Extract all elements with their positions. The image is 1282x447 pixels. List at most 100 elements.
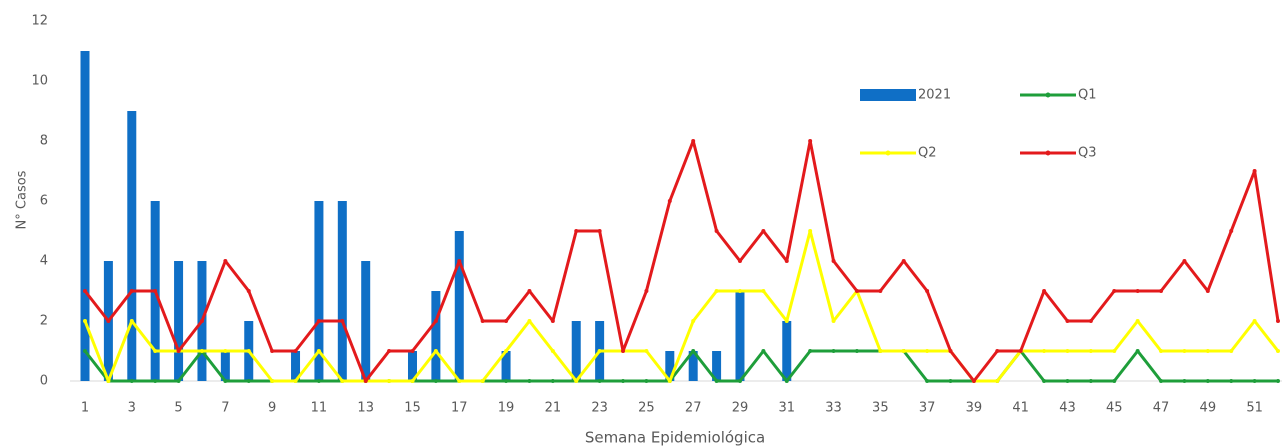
point bbox=[1159, 349, 1164, 353]
point bbox=[199, 349, 204, 353]
point bbox=[316, 319, 321, 323]
point bbox=[363, 379, 368, 383]
bar bbox=[337, 201, 347, 381]
legend-label: Q2 bbox=[918, 146, 937, 161]
point bbox=[176, 379, 181, 383]
point bbox=[550, 379, 555, 383]
point bbox=[1205, 289, 1210, 293]
point bbox=[1252, 169, 1257, 173]
point bbox=[1112, 379, 1117, 383]
point bbox=[691, 349, 696, 353]
point bbox=[971, 379, 976, 383]
x-tick-label: 25 bbox=[638, 401, 655, 416]
point bbox=[644, 379, 649, 383]
point bbox=[410, 349, 415, 353]
bar bbox=[291, 351, 301, 381]
legend-marker bbox=[1045, 92, 1051, 98]
point bbox=[761, 289, 766, 293]
x-tick-label: 1 bbox=[81, 401, 89, 416]
point bbox=[316, 349, 321, 353]
point bbox=[1088, 379, 1093, 383]
point bbox=[1276, 349, 1280, 353]
x-tick-label: 15 bbox=[404, 401, 421, 416]
point bbox=[1182, 259, 1187, 263]
point bbox=[270, 379, 275, 383]
point bbox=[387, 349, 392, 353]
point bbox=[340, 319, 345, 323]
point bbox=[878, 349, 883, 353]
point bbox=[901, 259, 906, 263]
point bbox=[878, 289, 883, 293]
legend-marker bbox=[1045, 150, 1051, 156]
point bbox=[293, 379, 298, 383]
point bbox=[176, 349, 181, 353]
x-tick-label: 45 bbox=[1106, 401, 1123, 416]
point bbox=[948, 349, 953, 353]
bar bbox=[782, 321, 792, 381]
y-tick-label: 0 bbox=[40, 374, 48, 389]
x-axis-label: Semana Epidemiológica bbox=[585, 429, 765, 447]
point bbox=[199, 319, 204, 323]
point bbox=[1182, 379, 1187, 383]
point bbox=[1135, 349, 1140, 353]
point bbox=[1112, 349, 1117, 353]
point bbox=[784, 319, 789, 323]
point bbox=[153, 379, 158, 383]
point bbox=[1135, 289, 1140, 293]
legend-label: 2021 bbox=[918, 88, 951, 103]
y-axis-label: N° Casos bbox=[15, 170, 30, 229]
x-tick-label: 13 bbox=[357, 401, 374, 416]
legend-marker bbox=[885, 150, 891, 156]
x-tick-label: 9 bbox=[268, 401, 276, 416]
x-tick-label: 17 bbox=[451, 401, 468, 416]
point bbox=[925, 379, 930, 383]
point bbox=[223, 259, 228, 263]
point bbox=[246, 379, 251, 383]
legend-label: Q1 bbox=[1078, 88, 1097, 103]
point bbox=[808, 139, 813, 143]
point bbox=[714, 289, 719, 293]
line bbox=[83, 349, 1278, 383]
point bbox=[153, 289, 158, 293]
point bbox=[153, 349, 158, 353]
point bbox=[106, 379, 111, 383]
point bbox=[808, 349, 813, 353]
point bbox=[1042, 289, 1047, 293]
point bbox=[1088, 349, 1093, 353]
point bbox=[246, 289, 251, 293]
bar bbox=[174, 261, 184, 381]
point bbox=[433, 349, 438, 353]
point bbox=[1088, 319, 1093, 323]
point bbox=[831, 349, 836, 353]
point bbox=[901, 349, 906, 353]
x-tick-label: 51 bbox=[1246, 401, 1263, 416]
bar bbox=[314, 201, 324, 381]
point bbox=[550, 349, 555, 353]
x-tick-label: 27 bbox=[685, 401, 702, 416]
point bbox=[504, 349, 509, 353]
point bbox=[340, 379, 345, 383]
bar bbox=[220, 351, 230, 381]
point bbox=[433, 379, 438, 383]
bar bbox=[665, 351, 675, 381]
legend-swatch bbox=[860, 89, 916, 101]
point bbox=[597, 379, 602, 383]
point bbox=[691, 139, 696, 143]
point bbox=[270, 349, 275, 353]
point bbox=[504, 319, 509, 323]
bar bbox=[431, 291, 441, 381]
point bbox=[527, 379, 532, 383]
point bbox=[854, 349, 859, 353]
x-tick-label: 43 bbox=[1059, 401, 1076, 416]
x-tick-label: 5 bbox=[174, 401, 182, 416]
bar bbox=[712, 351, 722, 381]
bar bbox=[454, 231, 464, 381]
x-tick-label: 35 bbox=[872, 401, 889, 416]
legend-label: Q3 bbox=[1078, 146, 1097, 161]
point bbox=[1065, 349, 1070, 353]
point bbox=[831, 319, 836, 323]
bar bbox=[501, 351, 511, 381]
y-tick-label: 4 bbox=[40, 254, 48, 269]
point bbox=[480, 319, 485, 323]
point bbox=[1276, 379, 1280, 383]
